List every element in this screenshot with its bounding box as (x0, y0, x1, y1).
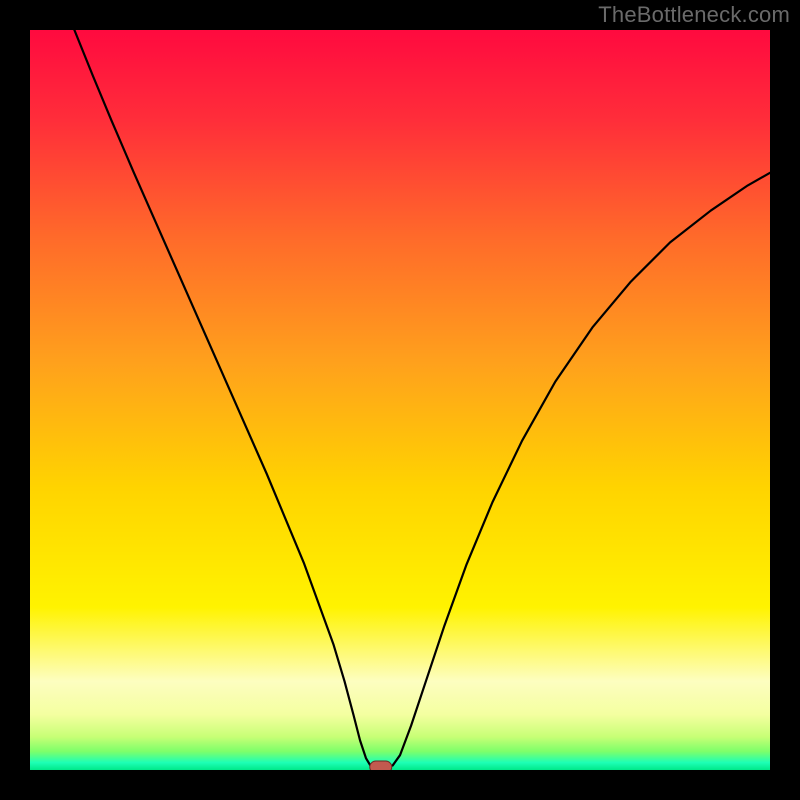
watermark-label: TheBottleneck.com (598, 2, 790, 28)
plot-background (30, 30, 770, 770)
bottleneck-chart-svg (0, 0, 800, 800)
chart-canvas: TheBottleneck.com (0, 0, 800, 800)
